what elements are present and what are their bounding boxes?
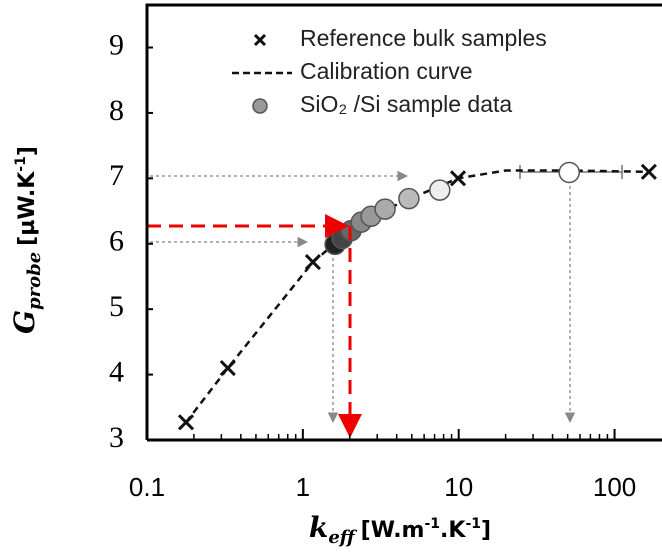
- frame: [145, 3, 662, 440]
- reading-arrows: [147, 214, 362, 438]
- y-tick-label: 9: [109, 28, 124, 61]
- x-marker: [304, 254, 321, 271]
- y-tick-label: 8: [109, 94, 124, 127]
- y-tick-label: 6: [109, 225, 124, 258]
- y-tick-label: 7: [109, 159, 124, 192]
- x-axis-label: keff [W.m-1.K-1]: [309, 511, 491, 548]
- sample-point: [558, 161, 580, 184]
- label-unit: .K: [440, 518, 466, 543]
- sample-point: [398, 187, 420, 210]
- x-marker: [219, 359, 236, 377]
- legend-label: SiO₂ /Si sample data: [300, 91, 512, 117]
- x-marker: [449, 170, 467, 187]
- sample-point: [374, 198, 396, 220]
- label-unit: ]: [481, 518, 491, 543]
- sample-point: [429, 179, 451, 201]
- guide-arrows: [150, 165, 623, 423]
- x-marker: [640, 163, 657, 180]
- legend-label: Calibration curve: [300, 58, 473, 84]
- label-unit: [µW.K: [15, 171, 40, 246]
- legend: Reference bulk samples Calibration curve S…: [232, 25, 547, 117]
- plot: [177, 161, 657, 431]
- label-subscript: probe: [24, 252, 45, 310]
- y-tick-label: 4: [109, 355, 124, 388]
- legend-marker: [253, 33, 267, 47]
- label-exponent: -1: [424, 516, 440, 532]
- legend-label: Reference bulk samples: [300, 25, 547, 51]
- label-unit: ]: [15, 146, 40, 156]
- x-tick-label: 10: [444, 472, 473, 502]
- label-symbol: k: [309, 511, 328, 544]
- y-axis-label: Gprobe [µW.K-1]: [8, 146, 45, 334]
- y-tick-label: 5: [109, 290, 124, 323]
- label-exponent: -1: [13, 156, 29, 172]
- label-symbol: G: [8, 310, 41, 334]
- label-unit: [W.m: [361, 518, 425, 543]
- legend-marker: [252, 98, 268, 114]
- y-tick-label: 3: [109, 421, 124, 454]
- label-exponent: -1: [465, 516, 481, 532]
- x-tick-label: 100: [593, 472, 636, 502]
- x-tick-label: 0.1: [129, 472, 165, 502]
- calibration-line: [185, 169, 649, 424]
- x-tick-label: 1: [296, 472, 310, 502]
- x-marker: [177, 414, 195, 431]
- label-subscript: eff: [328, 527, 357, 548]
